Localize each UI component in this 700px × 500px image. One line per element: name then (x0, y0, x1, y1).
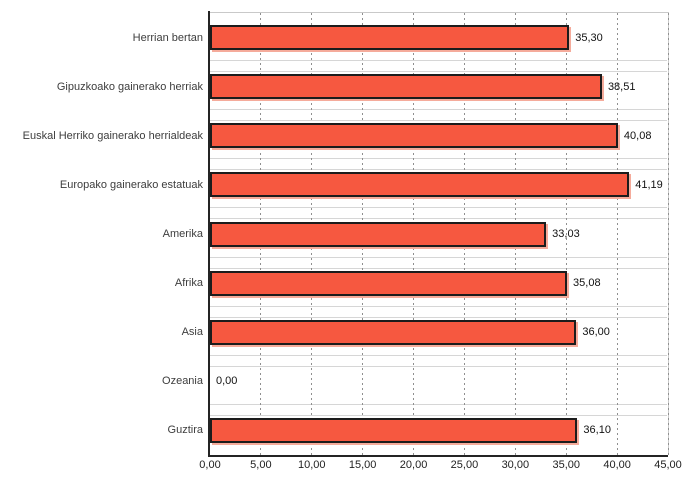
value-label: 35,30 (575, 31, 603, 44)
bar (210, 74, 602, 100)
row-separator-line (210, 218, 667, 220)
value-label: 35,08 (573, 277, 601, 290)
category-label: Guztira (167, 424, 203, 437)
row-separator-line (210, 169, 667, 171)
row-separator-line (210, 120, 667, 122)
bar (210, 172, 630, 198)
bar (210, 123, 618, 149)
value-label: 36,10 (583, 424, 611, 437)
row-separator-line (210, 365, 667, 367)
category-label: Afrika (174, 277, 203, 290)
plot-top-border (210, 12, 668, 13)
gridline (565, 13, 567, 455)
row-separator-line (210, 305, 667, 307)
value-label: 41,19 (635, 178, 663, 191)
row-separator-line (210, 354, 667, 356)
bar (210, 417, 578, 443)
category-label: Amerika (162, 228, 203, 240)
bar (210, 319, 577, 345)
bar (210, 221, 547, 247)
value-label: 33,03 (552, 228, 580, 240)
x-tick-label: 10,00 (298, 459, 326, 471)
x-tick-label: 35,00 (552, 459, 580, 471)
value-label: 40,08 (623, 129, 652, 142)
x-tick-label: 30,00 (501, 459, 530, 471)
x-tick-label: 0,00 (199, 459, 221, 471)
row-separator-line (210, 267, 667, 269)
row-separator-line (210, 316, 667, 318)
category-label: Ozeania (162, 375, 203, 388)
value-label: 36,00 (582, 326, 610, 339)
row-separator-line (210, 414, 667, 416)
x-tick-label: 15,00 (348, 459, 377, 471)
row-separator-line (210, 207, 667, 209)
category-label: Herrian bertan (132, 31, 203, 44)
row-separator-line (210, 60, 667, 62)
x-tick-label: 20,00 (399, 459, 428, 471)
row-separator-line (210, 71, 667, 73)
value-label: 0,00 (216, 375, 238, 388)
y-axis-line (208, 11, 210, 457)
x-tick-label: 25,00 (450, 459, 479, 471)
row-separator-line (210, 158, 667, 160)
row-separator-line (210, 109, 667, 111)
value-label: 38,51 (607, 80, 636, 93)
category-label: Asia (181, 326, 203, 339)
bar (210, 25, 570, 51)
row-separator-line (210, 403, 667, 405)
x-tick-label: 5,00 (250, 459, 272, 471)
row-separator-line (210, 256, 667, 258)
gridline (616, 13, 618, 455)
gridline (667, 13, 669, 455)
bar (210, 270, 568, 296)
category-label: Europako gainerako estatuak (59, 178, 203, 191)
category-label: Gipuzkoako gainerako herriak (56, 80, 203, 93)
x-tick-label: 40,00 (603, 459, 631, 471)
category-label: Euskal Herriko gainerako herrialdeak (22, 129, 203, 142)
x-tick-label: 45,00 (654, 459, 682, 471)
x-axis-line (208, 455, 668, 457)
